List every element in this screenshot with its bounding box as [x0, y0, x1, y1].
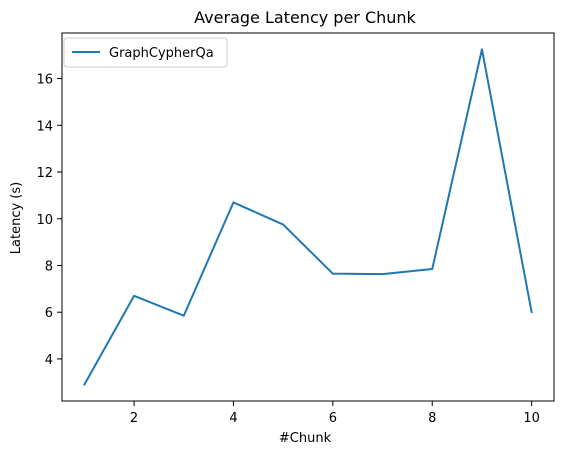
- chart-title: Average Latency per Chunk: [194, 8, 416, 27]
- x-tick-label: 2: [130, 411, 138, 426]
- y-tick-label: 8: [45, 259, 53, 274]
- x-tick-label: 8: [428, 411, 436, 426]
- y-tick-label: 12: [36, 166, 53, 181]
- y-tick-label: 16: [36, 73, 53, 88]
- plot-area: [61, 32, 555, 402]
- y-tick-label: 14: [36, 119, 53, 134]
- y-axis-label: Latency (s): [9, 182, 24, 254]
- legend-box: [63, 37, 228, 68]
- x-axis: 2 4 6 8 10: [130, 401, 540, 426]
- y-axis: 4 6 8 10 12 14 16: [36, 73, 62, 368]
- x-tick-label: 4: [229, 411, 237, 426]
- plot-frame: [61, 32, 555, 402]
- y-tick-label: 6: [45, 306, 53, 321]
- x-tick-label: 6: [329, 411, 337, 426]
- y-tick-label: 10: [36, 213, 53, 228]
- x-axis-label: #Chunk: [279, 431, 332, 446]
- legend-label: GraphCypherQa: [109, 46, 214, 61]
- y-tick-label: 4: [45, 353, 53, 368]
- x-tick-label: 10: [523, 411, 540, 426]
- series-line-0: [83, 48, 533, 386]
- legend: GraphCypherQa: [63, 37, 228, 68]
